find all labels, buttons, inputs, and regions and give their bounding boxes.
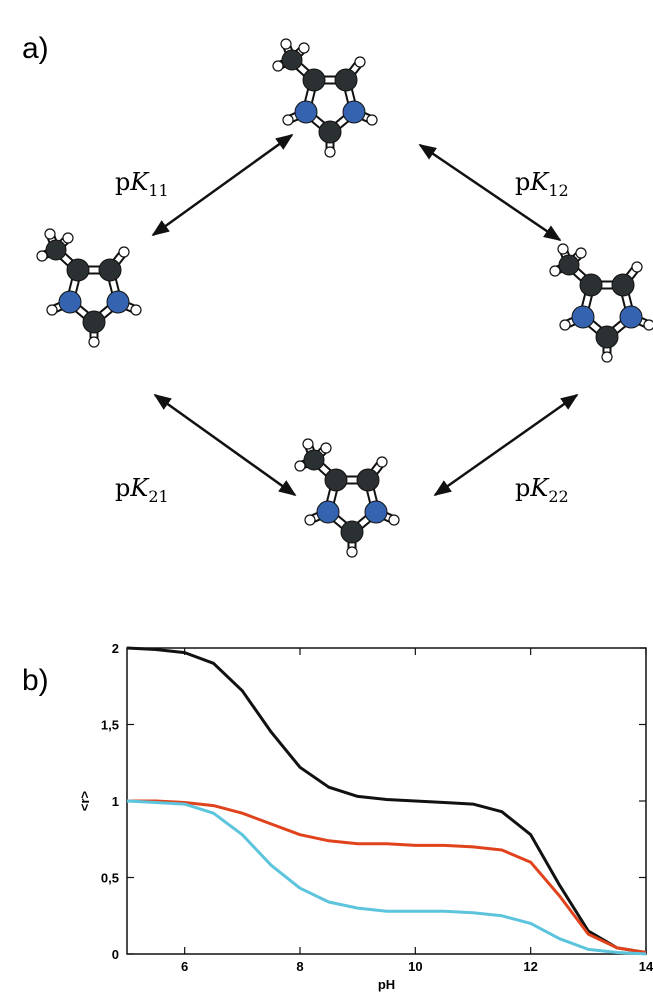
pk-prefix: p <box>115 474 130 502</box>
pk-symbol: K <box>529 168 550 196</box>
pk-subscript: 22 <box>548 487 568 506</box>
series-line <box>127 801 646 954</box>
pk-prefix: p <box>515 168 530 196</box>
pk-symbol: K <box>129 474 150 502</box>
pk-subscript: 11 <box>148 181 168 200</box>
pk-label: pK12 <box>515 168 569 200</box>
pk-symbol: K <box>529 474 550 502</box>
x-tick-label: 10 <box>408 959 422 974</box>
panel-label: b) <box>22 664 49 697</box>
pk-subscript: 21 <box>148 487 168 506</box>
pk-prefix: p <box>115 168 130 196</box>
pk-label: pK22 <box>515 474 569 506</box>
x-axis-label: pH <box>378 977 395 992</box>
y-tick-label: 0 <box>112 947 119 962</box>
x-tick-label: 6 <box>181 959 188 974</box>
series-line <box>127 801 646 953</box>
pk-subscript: 12 <box>548 181 568 200</box>
molecule <box>273 39 377 157</box>
molecule <box>550 244 653 362</box>
pk-symbol: K <box>129 168 150 196</box>
figure: a) b) pK11pK12pK21pK22 6810121400,511,52… <box>0 0 653 993</box>
y-tick-label: 1 <box>112 794 119 809</box>
pk-label: pK21 <box>115 474 169 506</box>
pk-label: pK11 <box>115 168 169 200</box>
chart: 6 8 10 12 14 0 0,5 1 1,5 2 pH <r> <box>77 641 653 992</box>
y-tick-label: 2 <box>112 641 119 656</box>
x-tick-label: 8 <box>296 959 303 974</box>
arrows <box>153 135 577 495</box>
pk-prefix: p <box>515 474 530 502</box>
y-tick-label: 0,5 <box>101 871 119 886</box>
molecule <box>37 229 141 347</box>
x-tick-label: 14 <box>639 959 653 974</box>
y-axis-label: <r> <box>77 790 92 811</box>
panel-label: a) <box>22 32 49 65</box>
x-tick-label: 12 <box>523 959 537 974</box>
molecule <box>295 439 399 557</box>
y-tick-label: 1,5 <box>101 718 119 733</box>
